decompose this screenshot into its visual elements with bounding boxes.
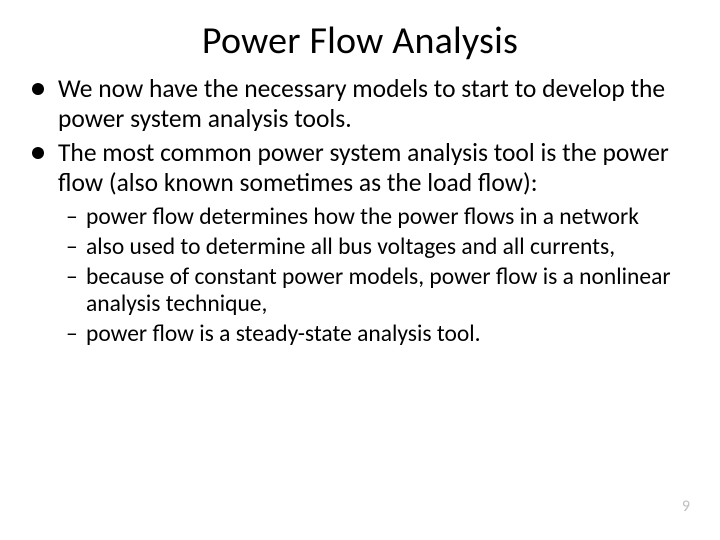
bullet-list: We now have the necessary models to star…	[24, 74, 696, 198]
sub-bullet-list: power flow determines how the power flow…	[24, 204, 696, 349]
sub-bullet-item: because of constant power models, power …	[66, 264, 696, 319]
slide-title: Power Flow Analysis	[24, 18, 696, 64]
sub-bullet-item: also used to determine all bus voltages …	[66, 234, 696, 262]
sub-bullet-item: power flow determines how the power flow…	[66, 204, 696, 232]
bullet-item: We now have the necessary models to star…	[30, 74, 696, 134]
bullet-item: The most common power system analysis to…	[30, 138, 696, 198]
slide: Power Flow Analysis We now have the nece…	[0, 0, 720, 540]
page-number: 9	[682, 497, 690, 516]
sub-bullet-item: power flow is a steady-state analysis to…	[66, 321, 696, 349]
